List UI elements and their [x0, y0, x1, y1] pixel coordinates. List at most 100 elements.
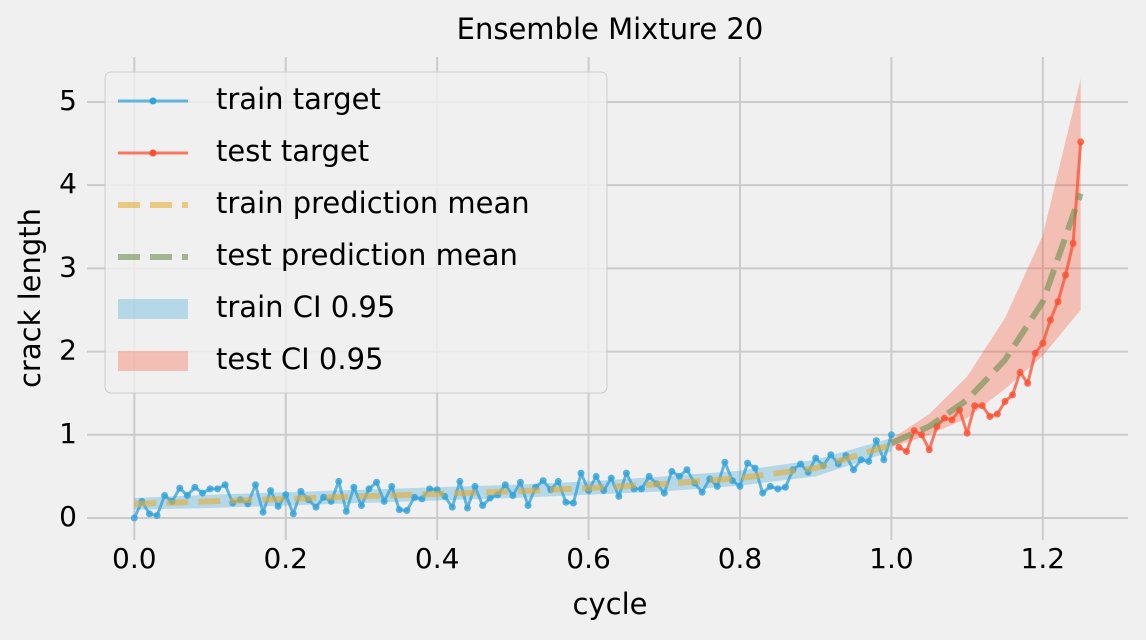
data-point: [759, 489, 767, 497]
data-point: [388, 482, 396, 490]
y-tick-label: 5: [59, 84, 77, 117]
data-point: [145, 510, 153, 518]
data-point: [335, 477, 343, 485]
data-point: [812, 454, 820, 462]
data-point: [978, 402, 986, 410]
data-point: [918, 431, 926, 439]
data-point: [607, 474, 615, 482]
data-point: [797, 460, 805, 468]
legend-label: test target: [216, 134, 369, 168]
legend-marker: [149, 97, 157, 105]
data-point: [524, 502, 532, 510]
data-point: [471, 482, 479, 490]
chart-title: Ensemble Mixture 20: [457, 12, 764, 46]
data-point: [910, 427, 918, 435]
data-point: [456, 477, 464, 485]
data-point: [463, 504, 471, 512]
data-point: [554, 477, 562, 485]
legend-swatch: [118, 299, 188, 319]
legend-label: train CI 0.95: [216, 290, 395, 324]
x-tick-label: 0.8: [718, 542, 763, 575]
legend-label: train prediction mean: [216, 186, 530, 220]
data-point: [153, 512, 161, 520]
data-point: [675, 472, 683, 480]
data-point: [501, 481, 509, 489]
y-tick-label: 4: [59, 167, 77, 200]
data-point: [486, 494, 494, 502]
data-point: [191, 483, 199, 491]
legend-label: train target: [216, 82, 381, 116]
data-point: [683, 466, 691, 474]
legend-label: test prediction mean: [216, 238, 518, 272]
data-point: [259, 508, 267, 516]
data-point: [267, 487, 275, 495]
data-point: [1046, 316, 1054, 324]
data-point: [1016, 368, 1024, 376]
data-point: [1077, 138, 1085, 146]
x-tick-label: 0.6: [566, 542, 611, 575]
data-point: [395, 506, 403, 514]
data-point: [774, 485, 782, 493]
data-point: [130, 514, 138, 522]
data-point: [357, 502, 365, 510]
data-point: [721, 458, 729, 466]
y-tick-label: 2: [59, 334, 77, 367]
data-point: [622, 469, 630, 477]
data-point: [221, 481, 229, 489]
x-axis-label: cycle: [573, 587, 648, 621]
data-point: [1062, 271, 1070, 279]
data-point: [993, 410, 1001, 418]
data-point: [289, 510, 297, 518]
data-point: [1024, 379, 1032, 387]
data-point: [986, 413, 994, 421]
data-point: [766, 482, 774, 490]
data-point: [940, 414, 948, 422]
data-point: [365, 485, 373, 493]
y-axis-label: crack length: [13, 208, 47, 388]
data-point: [857, 456, 865, 464]
data-point: [539, 477, 547, 485]
x-tick-label: 0.2: [263, 542, 308, 575]
data-point: [297, 487, 305, 495]
data-point: [342, 507, 350, 515]
data-point: [509, 492, 517, 500]
data-point: [645, 472, 653, 480]
x-tick-label: 0.4: [415, 542, 460, 575]
legend-label: test CI 0.95: [216, 342, 384, 376]
data-point: [887, 431, 895, 439]
data-point: [410, 493, 418, 501]
data-point: [426, 485, 434, 493]
data-point: [1001, 398, 1009, 406]
x-tick-label: 0.0: [112, 542, 157, 575]
data-point: [1069, 239, 1077, 247]
data-point: [320, 493, 328, 501]
legend: train target test target train prediction …: [104, 71, 608, 394]
data-point: [569, 499, 577, 507]
data-point: [781, 483, 789, 491]
data-point: [350, 483, 358, 491]
data-point: [312, 503, 320, 511]
data-point: [638, 485, 646, 493]
x-tick-label: 1.2: [1021, 542, 1066, 575]
legend-box: [104, 71, 608, 394]
data-point: [198, 489, 206, 497]
data-point: [448, 503, 456, 511]
prediction-line: [890, 192, 1084, 446]
data-point: [214, 485, 222, 493]
data-point: [865, 457, 873, 465]
data-point: [903, 447, 911, 455]
data-point: [274, 502, 282, 510]
data-point: [1054, 298, 1062, 306]
data-point: [963, 429, 971, 437]
data-point: [380, 497, 388, 505]
data-point: [827, 451, 835, 459]
data-point: [948, 416, 956, 424]
y-tick-label: 0: [59, 500, 77, 533]
data-point: [736, 482, 744, 490]
data-point: [925, 446, 933, 454]
data-point: [895, 443, 903, 451]
data-point: [479, 502, 487, 510]
data-point: [251, 481, 259, 489]
data-point: [577, 469, 585, 477]
